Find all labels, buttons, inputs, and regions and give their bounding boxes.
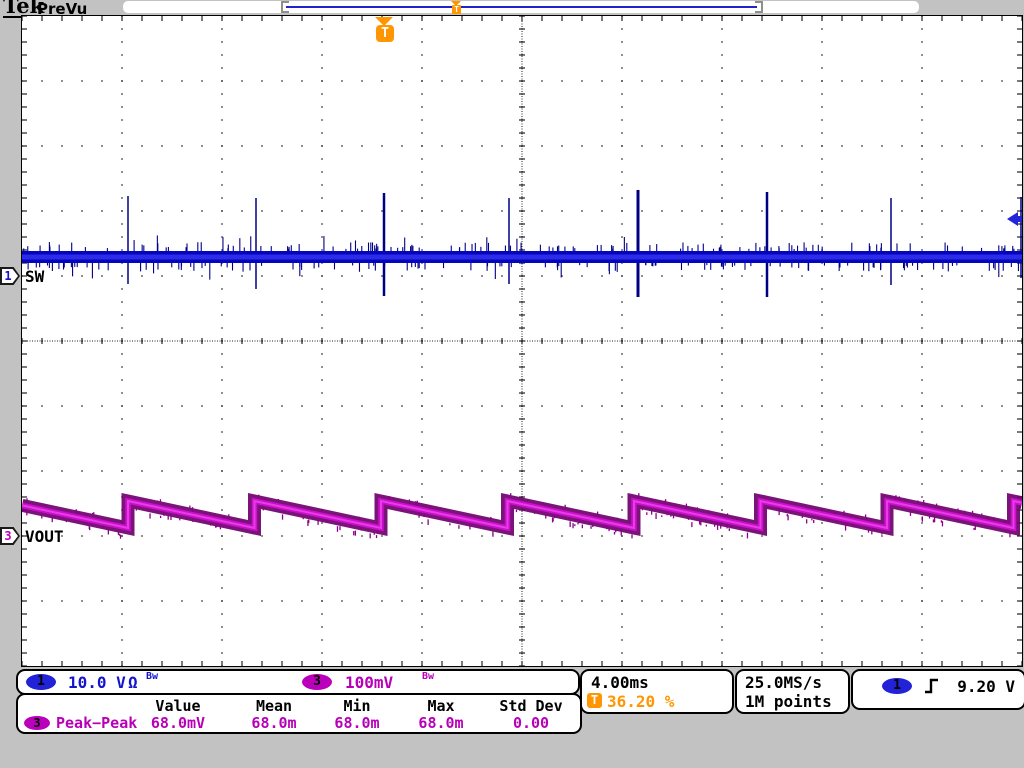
meas-header-max: Max [427, 697, 455, 715]
trigger-position-percent: 36.20 % [607, 692, 675, 711]
record-window-bracket-right [755, 1, 763, 13]
ch3-position-marker: 3 [0, 527, 20, 545]
record-window-bracket-left [281, 1, 289, 13]
acquisition-status: PreVu [37, 0, 88, 18]
meas-source-badge: 3 [24, 716, 50, 730]
trigger-position-icon [375, 17, 393, 26]
trigger-t-icon: T [587, 693, 602, 708]
ch3-badge: 3 [302, 674, 332, 690]
channel-readout-box: 1 10.0 V Ω Bw 3 100mV Bw [16, 669, 580, 695]
ch1-position-marker: 1 [0, 267, 20, 285]
ch1-position-marker [2, 269, 18, 283]
timebase-scale: 4.00ms [591, 673, 649, 692]
ch3-waveform-label: VOUT [25, 527, 64, 546]
ch1-coupling-icon: Ω [128, 673, 138, 692]
ch1-bandwidth-icon: Bw [146, 671, 159, 682]
waveform-svg [22, 16, 1022, 666]
trigger-position-flag-icon [451, 1, 461, 6]
trigger-level-arrow-icon [1018, 216, 1022, 222]
ch3-bandwidth-icon: Bw [422, 671, 435, 682]
meas-header-min: Min [343, 697, 371, 715]
record-window-line [286, 6, 757, 8]
trigger-readout-box: 1 9.20 V [851, 669, 1024, 710]
meas-min: 68.0m [334, 714, 380, 732]
sample-rate: 25.0MS/s [745, 673, 823, 692]
trigger-source-badge: 1 [882, 678, 912, 694]
trigger-position-flag-icon: T [452, 5, 461, 14]
ch1-position-number: 1 [4, 269, 12, 283]
meas-max: 68.0m [418, 714, 464, 732]
meas-value: 68.0mV [150, 714, 206, 732]
ch3-position-marker [2, 529, 18, 543]
meas-name: Peak−Peak [56, 714, 138, 732]
trigger-level-arrow-icon [1007, 212, 1018, 226]
record-length: 1M points [745, 692, 832, 711]
acquisition-readout-box: 25.0MS/s 1M points [735, 669, 850, 714]
record-view-bar: T [123, 1, 919, 14]
trigger-level: 9.20 V [957, 677, 1015, 696]
meas-mean: 68.0m [251, 714, 297, 732]
trigger-position-icon: T [376, 25, 394, 42]
meas-header-std-dev: Std Dev [499, 697, 563, 715]
ch1-waveform-label: SW [25, 267, 45, 286]
meas-header-value: Value [155, 697, 201, 715]
ch1-badge: 1 [26, 674, 56, 690]
ch3-position-number: 3 [4, 529, 12, 543]
meas-header-mean: Mean [255, 697, 293, 715]
ch1-vertical-scale: 10.0 V [68, 673, 126, 692]
measurement-box: Value Mean Min Max Std Dev 3 Peak−Peak 6… [16, 693, 582, 734]
rising-edge-slope-icon [925, 678, 938, 694]
ch3-vertical-scale: 100mV [345, 673, 394, 692]
meas-std-dev: 0.00 [512, 714, 550, 732]
graticule: T SW VOUT [21, 15, 1023, 667]
timebase-readout-box: 4.00ms T 36.20 % [580, 669, 734, 714]
